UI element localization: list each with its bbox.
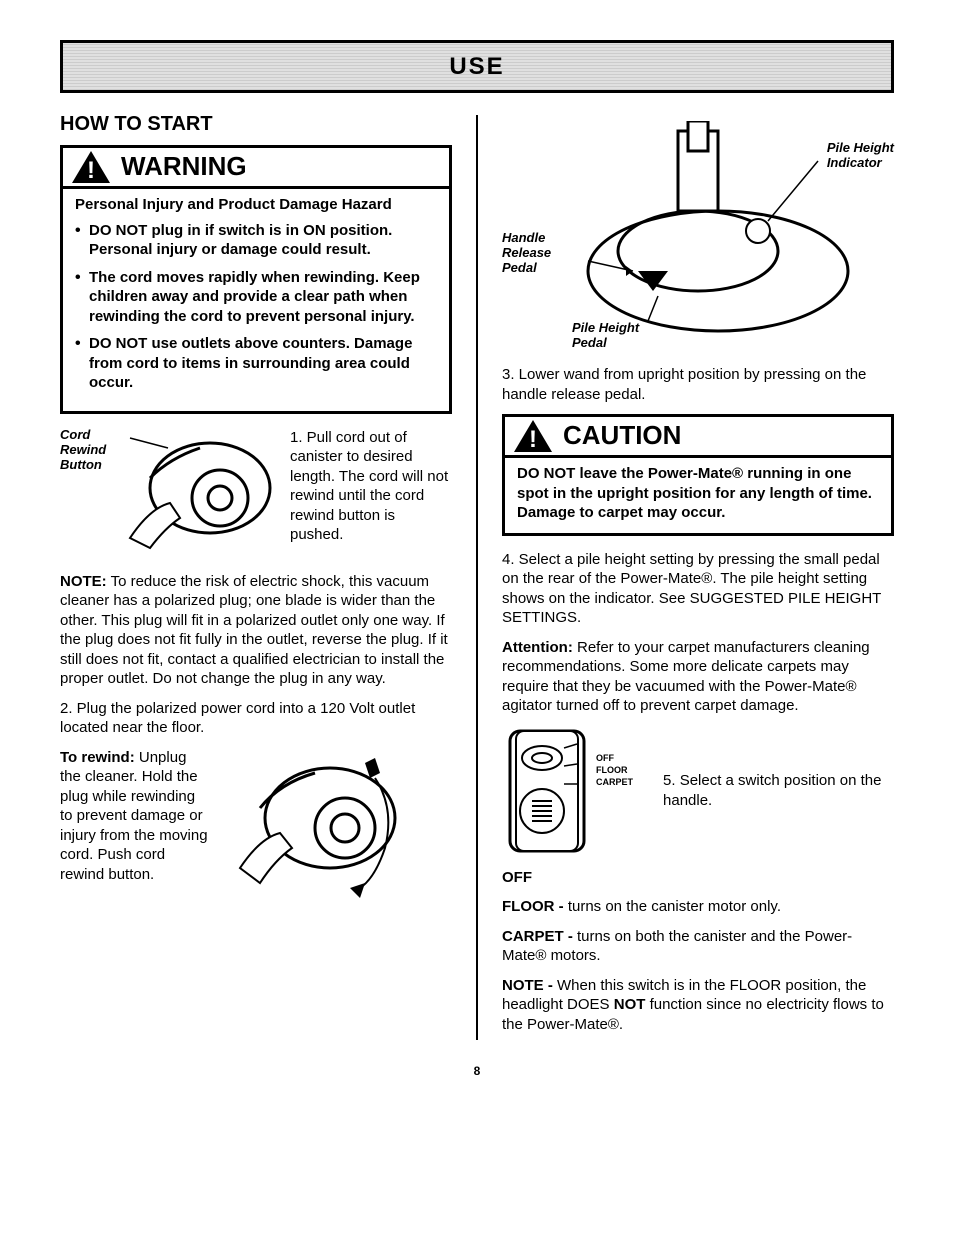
pile-height-pedal-label-l1: Pile Height — [572, 321, 639, 336]
cord-label-l2: Rewind — [60, 443, 110, 458]
handle-release-label-l2: Release — [502, 246, 551, 261]
warning-bullet: DO NOT use outlets above counters. Damag… — [75, 334, 437, 393]
floor-note: NOTE - When this switch is in the FLOOR … — [502, 976, 894, 1035]
switch-floor-label: FLOOR — [596, 765, 633, 777]
section-header: USE — [60, 40, 894, 93]
note-text: To reduce the risk of electric shock, th… — [60, 573, 448, 688]
warning-triangle-icon: ! — [71, 150, 111, 184]
switch-off-label: OFF — [596, 753, 633, 765]
switch-figure-row: OFF FLOOR CARPET 5. Select a switch posi… — [502, 726, 894, 856]
power-mate-figure: Pile Height Indicator Handle Release Ped… — [502, 121, 894, 351]
floor-label: FLOOR - — [502, 898, 564, 915]
cord-label-l1: Cord — [60, 428, 110, 443]
switch-carpet-label: CARPET — [596, 777, 633, 789]
svg-text:!: ! — [529, 426, 537, 453]
cord-label-l3: Button — [60, 458, 110, 473]
attention-paragraph: Attention: Refer to your carpet manufact… — [502, 638, 894, 716]
attention-label: Attention: — [502, 639, 573, 656]
content-columns: HOW TO START ! WARNING Personal Injury a… — [60, 111, 894, 1044]
page-number: 8 — [60, 1064, 894, 1080]
how-to-start-heading: HOW TO START — [60, 111, 452, 137]
svg-text:!: ! — [87, 157, 95, 184]
note2-not: NOT — [614, 996, 646, 1013]
warning-title: WARNING — [121, 150, 247, 184]
handle-release-label-l1: Handle — [502, 231, 551, 246]
rewind-illustration — [220, 748, 410, 898]
step-4-text: 4. Select a pile height setting by press… — [502, 550, 894, 628]
step-1-text: 1. Pull cord out of canister to desired … — [290, 428, 452, 545]
rewind-text: Unplug the cleaner. Hold the plug while … — [60, 749, 208, 883]
polarized-plug-note: NOTE: To reduce the risk of electric sho… — [60, 572, 452, 689]
switch-illustration — [502, 726, 592, 856]
floor-description: FLOOR - turns on the canister motor only… — [502, 897, 894, 917]
step-3-text: 3. Lower wand from upright position by p… — [502, 365, 894, 404]
warning-body: Personal Injury and Product Damage Hazar… — [63, 189, 449, 411]
pile-height-pedal-label-l2: Pedal — [572, 336, 639, 351]
cord-rewind-illustration — [120, 428, 280, 558]
step-2-text: 2. Plug the polarized power cord into a … — [60, 699, 452, 738]
left-column: HOW TO START ! WARNING Personal Injury a… — [60, 111, 452, 1044]
caution-body: DO NOT leave the Power-Mate® running in … — [505, 458, 891, 533]
caution-title: CAUTION — [563, 419, 681, 453]
handle-release-label-l3: Pedal — [502, 261, 551, 276]
rewind-figure-row: To rewind: Unplug the cleaner. Hold the … — [60, 748, 452, 898]
warning-bullet: DO NOT plug in if switch is in ON positi… — [75, 221, 437, 260]
caution-box: ! CAUTION DO NOT leave the Power-Mate® r… — [502, 414, 894, 536]
floor-text: turns on the canister motor only. — [564, 898, 781, 915]
warning-lead: Personal Injury and Product Damage Hazar… — [75, 195, 437, 215]
warning-box: ! WARNING Personal Injury and Product Da… — [60, 145, 452, 414]
step-5-text: 5. Select a switch position on the handl… — [643, 771, 894, 810]
off-label: OFF — [502, 868, 894, 888]
pile-height-indicator-label-l2: Indicator — [827, 156, 894, 171]
carpet-description: CARPET - turns on both the canister and … — [502, 927, 894, 966]
warning-bullet: The cord moves rapidly when rewinding. K… — [75, 268, 437, 327]
warning-header: ! WARNING — [63, 148, 449, 189]
rewind-label: To rewind: — [60, 749, 135, 766]
caution-triangle-icon: ! — [513, 419, 553, 453]
cord-rewind-figure: Cord Rewind Button 1. Pull cord out of c… — [60, 428, 452, 558]
caution-header: ! CAUTION — [505, 417, 891, 458]
rewind-instructions: To rewind: Unplug the cleaner. Hold the … — [60, 748, 210, 885]
note2-label: NOTE - — [502, 977, 553, 994]
note-label: NOTE: — [60, 573, 107, 590]
right-column: Pile Height Indicator Handle Release Ped… — [502, 111, 894, 1044]
carpet-label: CARPET - — [502, 928, 573, 945]
column-divider — [476, 115, 478, 1040]
pile-height-indicator-label-l1: Pile Height — [827, 141, 894, 156]
